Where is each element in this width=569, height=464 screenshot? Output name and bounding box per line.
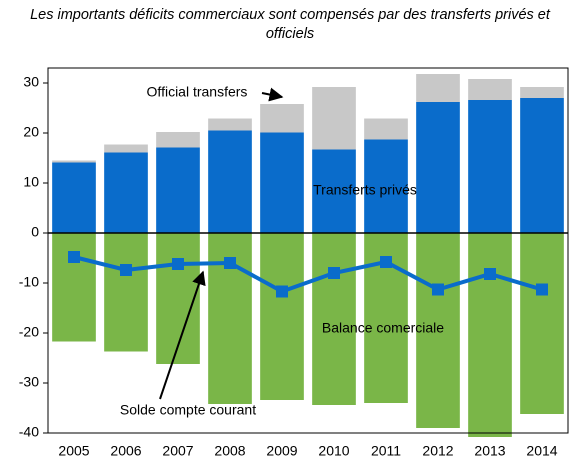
bar bbox=[416, 102, 460, 233]
bar bbox=[52, 162, 96, 233]
line-marker bbox=[120, 264, 132, 276]
bar bbox=[260, 233, 304, 400]
y-tick-label: -10 bbox=[19, 274, 39, 290]
bar bbox=[104, 144, 148, 153]
bar bbox=[156, 147, 200, 233]
bar bbox=[312, 233, 356, 405]
annotation: Official transfers bbox=[147, 84, 248, 100]
x-tick-label: 2005 bbox=[58, 443, 89, 459]
line bbox=[73, 255, 543, 294]
annotation: Balance comerciale bbox=[322, 320, 444, 336]
bar bbox=[208, 130, 252, 233]
bar bbox=[416, 74, 460, 102]
y-tick-label: 10 bbox=[23, 174, 39, 190]
bar bbox=[52, 160, 96, 163]
bar bbox=[104, 233, 148, 352]
x-tick-label: 2011 bbox=[371, 443, 401, 459]
annotation-arrow bbox=[159, 270, 206, 400]
annotation-arrow bbox=[261, 87, 284, 102]
annotation: Solde compte courant bbox=[120, 402, 256, 418]
bar bbox=[104, 152, 148, 233]
bar bbox=[364, 139, 408, 233]
bar bbox=[156, 132, 200, 148]
line-marker bbox=[380, 256, 392, 268]
line-marker bbox=[224, 257, 236, 269]
bar bbox=[468, 79, 512, 100]
x-tick-label: 2014 bbox=[526, 443, 557, 459]
line-marker bbox=[68, 251, 80, 263]
y-tick-label: -40 bbox=[19, 424, 39, 440]
bar bbox=[468, 233, 512, 437]
bar bbox=[208, 118, 252, 131]
line-marker bbox=[276, 285, 288, 298]
chart-title: Les importants déficits commerciaux sont… bbox=[30, 7, 550, 42]
bar bbox=[468, 100, 512, 233]
x-tick-label: 2007 bbox=[162, 443, 193, 459]
bar bbox=[416, 233, 460, 428]
line-marker bbox=[432, 283, 444, 296]
annotation: Transferts privés bbox=[313, 182, 417, 198]
bar bbox=[312, 87, 356, 150]
x-tick-label: 2006 bbox=[110, 443, 141, 459]
y-tick-label: 30 bbox=[23, 74, 39, 90]
line-marker bbox=[172, 258, 184, 270]
bar bbox=[52, 233, 96, 342]
x-tick-label: 2012 bbox=[422, 443, 453, 459]
x-tick-label: 2010 bbox=[318, 443, 349, 459]
plot-frame bbox=[47, 67, 569, 434]
line-marker bbox=[536, 283, 548, 296]
bar bbox=[260, 104, 304, 133]
y-tick-label: 0 bbox=[31, 224, 39, 240]
y-tick-label: -20 bbox=[19, 324, 39, 340]
bar bbox=[520, 98, 564, 233]
y-tick-label: 20 bbox=[23, 124, 39, 140]
line-marker bbox=[328, 267, 340, 279]
bar bbox=[520, 233, 564, 414]
x-tick-label: 2013 bbox=[474, 443, 505, 459]
bar bbox=[260, 132, 304, 233]
bar bbox=[364, 118, 408, 140]
bar bbox=[156, 233, 200, 364]
bar bbox=[520, 87, 564, 98]
x-tick-label: 2009 bbox=[266, 443, 297, 459]
x-tick-label: 2008 bbox=[214, 443, 245, 459]
bar bbox=[312, 149, 356, 233]
y-tick-label: -30 bbox=[19, 374, 39, 390]
line-marker bbox=[484, 268, 496, 280]
